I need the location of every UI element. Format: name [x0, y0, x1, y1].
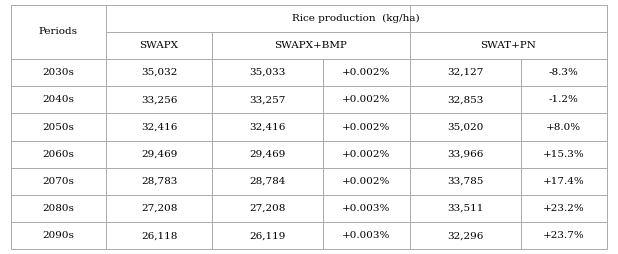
- Text: 26,118: 26,118: [141, 231, 177, 240]
- Text: SWAPX+BMP: SWAPX+BMP: [274, 41, 347, 50]
- Text: 2070s: 2070s: [43, 177, 74, 186]
- Text: Rice production  (kg/ha): Rice production (kg/ha): [292, 14, 420, 23]
- Text: -1.2%: -1.2%: [549, 95, 578, 104]
- Text: 26,119: 26,119: [250, 231, 286, 240]
- Text: +0.003%: +0.003%: [342, 204, 391, 213]
- Text: 33,257: 33,257: [250, 95, 286, 104]
- Text: 2030s: 2030s: [43, 68, 74, 77]
- Text: +0.002%: +0.002%: [342, 150, 391, 159]
- Text: +0.002%: +0.002%: [342, 177, 391, 186]
- Text: 32,416: 32,416: [250, 122, 286, 132]
- Text: Periods: Periods: [39, 27, 78, 36]
- Text: 33,511: 33,511: [447, 204, 483, 213]
- Text: 33,966: 33,966: [447, 150, 483, 159]
- Text: 32,296: 32,296: [447, 231, 483, 240]
- Text: +0.003%: +0.003%: [342, 231, 391, 240]
- Text: 28,783: 28,783: [141, 177, 177, 186]
- Text: 35,033: 35,033: [250, 68, 286, 77]
- Text: 2080s: 2080s: [43, 204, 74, 213]
- Text: +23.7%: +23.7%: [543, 231, 585, 240]
- Text: 28,784: 28,784: [250, 177, 286, 186]
- Text: 32,127: 32,127: [447, 68, 483, 77]
- Text: 2050s: 2050s: [43, 122, 74, 132]
- Text: 27,208: 27,208: [141, 204, 177, 213]
- Text: 2060s: 2060s: [43, 150, 74, 159]
- Text: 29,469: 29,469: [250, 150, 286, 159]
- Text: +23.2%: +23.2%: [543, 204, 585, 213]
- Text: 2040s: 2040s: [43, 95, 74, 104]
- Text: 2090s: 2090s: [43, 231, 74, 240]
- Text: SWAPX: SWAPX: [140, 41, 179, 50]
- Text: 35,020: 35,020: [447, 122, 483, 132]
- Text: 35,032: 35,032: [141, 68, 177, 77]
- Text: 32,853: 32,853: [447, 95, 483, 104]
- Text: +0.002%: +0.002%: [342, 95, 391, 104]
- Text: 33,256: 33,256: [141, 95, 177, 104]
- Text: +15.3%: +15.3%: [543, 150, 585, 159]
- Text: 29,469: 29,469: [141, 150, 177, 159]
- Text: SWAT+PN: SWAT+PN: [480, 41, 536, 50]
- Text: 27,208: 27,208: [250, 204, 286, 213]
- Text: 33,785: 33,785: [447, 177, 483, 186]
- Text: +0.002%: +0.002%: [342, 68, 391, 77]
- Text: +17.4%: +17.4%: [543, 177, 585, 186]
- Text: +0.002%: +0.002%: [342, 122, 391, 132]
- Text: -8.3%: -8.3%: [549, 68, 578, 77]
- Text: 32,416: 32,416: [141, 122, 177, 132]
- Text: +8.0%: +8.0%: [546, 122, 582, 132]
